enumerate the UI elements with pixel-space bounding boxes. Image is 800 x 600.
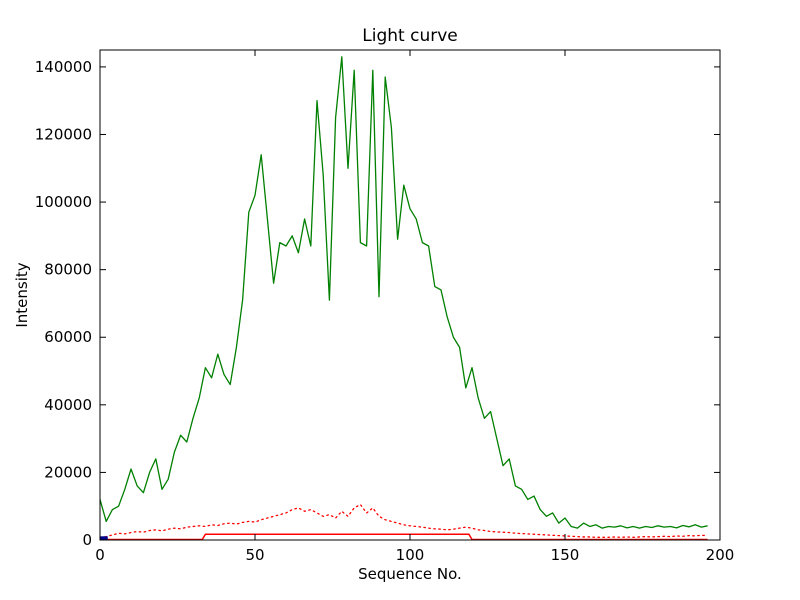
x-tick-label: 200 bbox=[706, 546, 735, 564]
tick-labels-group: 0 50 100 150 200 0 20000 40000 60000 80000 100000 1… bbox=[35, 58, 735, 564]
y-tick-label: 120000 bbox=[35, 125, 92, 143]
x-axis-label: Sequence No. bbox=[358, 565, 462, 583]
y-axis-label: Intensity bbox=[13, 262, 31, 327]
y-tick-label: 20000 bbox=[44, 463, 92, 481]
series-red-dotted-curve bbox=[99, 503, 709, 538]
x-tick-label: 150 bbox=[551, 546, 580, 564]
series-group bbox=[99, 56, 709, 541]
series-green-light-curve bbox=[99, 56, 708, 529]
y-tick-label: 140000 bbox=[35, 58, 92, 76]
chart-title: Light curve bbox=[362, 26, 457, 46]
x-tick-label: 0 bbox=[95, 546, 105, 564]
y-tick-label: 0 bbox=[82, 531, 92, 549]
x-tick-label: 50 bbox=[245, 546, 264, 564]
y-tick-label: 80000 bbox=[44, 261, 92, 279]
y-tick-label: 60000 bbox=[44, 328, 92, 346]
axis-ticks-group bbox=[99, 50, 721, 541]
series-red-solid-plateau bbox=[100, 533, 708, 541]
x-tick-label: 100 bbox=[396, 546, 425, 564]
y-tick-label: 100000 bbox=[35, 193, 92, 211]
y-tick-label: 40000 bbox=[44, 396, 92, 414]
